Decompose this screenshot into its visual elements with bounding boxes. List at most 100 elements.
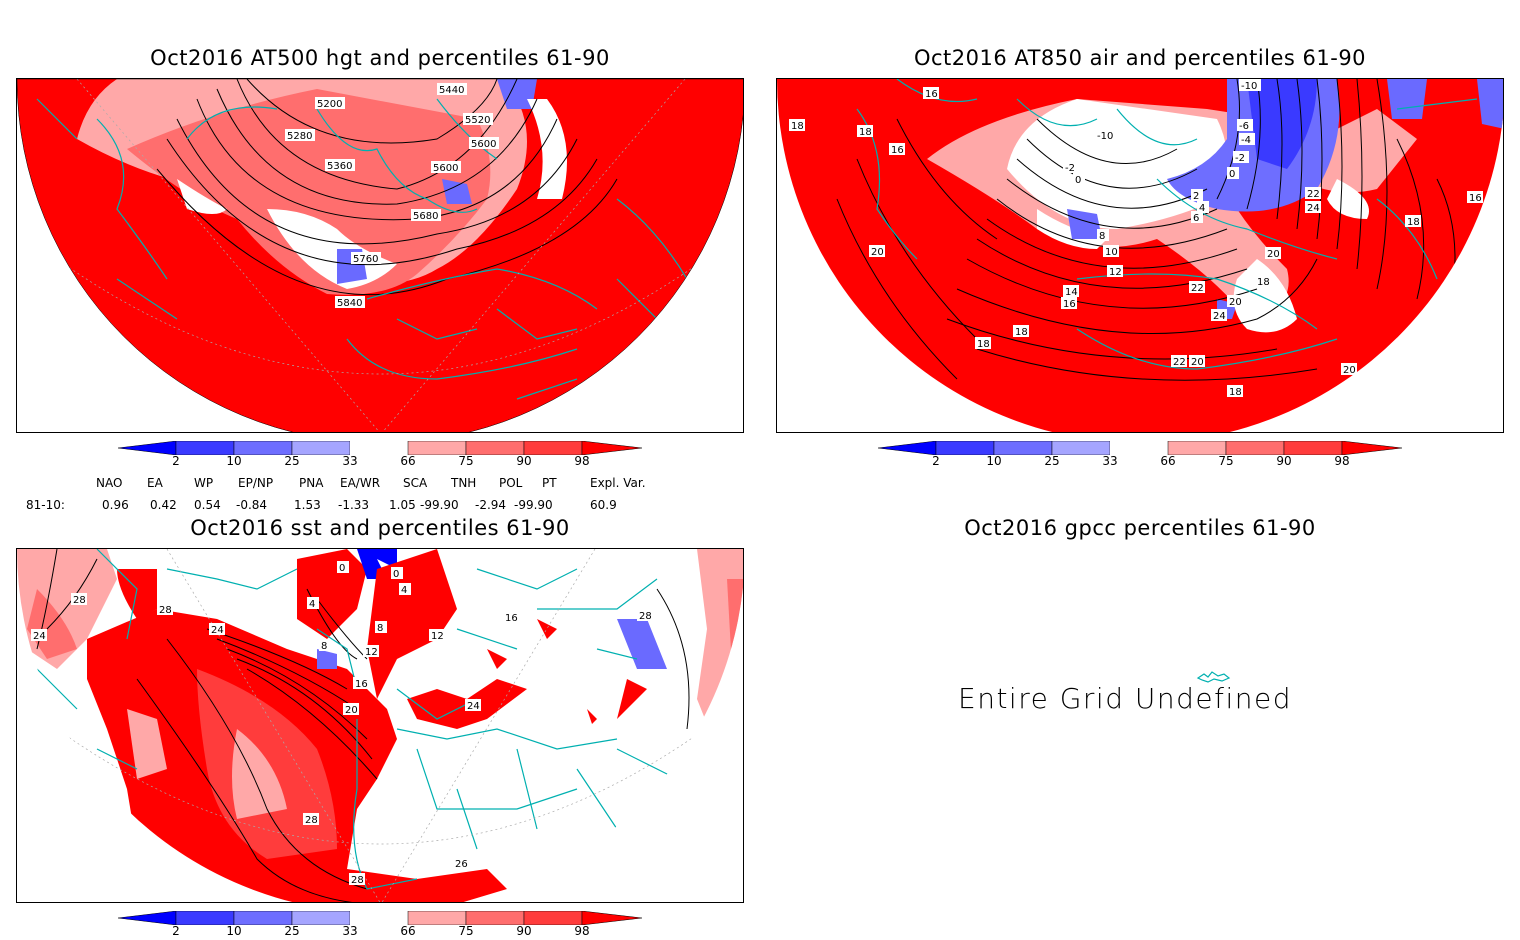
hgt-label-4: 5520: [465, 115, 490, 126]
index-header: SCA: [403, 476, 428, 490]
air-label-3: 16: [891, 145, 904, 156]
air-label-10: -4: [1241, 135, 1251, 146]
panel-gpcc-title: Oct2016 gpcc percentiles 61-90: [964, 516, 1316, 540]
sst-label-18: 26: [455, 859, 468, 870]
air-label-24: 20: [1229, 297, 1242, 308]
index-value: 1.53: [294, 498, 321, 512]
sst-label-4: 4: [309, 599, 315, 610]
panel-hgt-title: Oct2016 AT500 hgt and percentiles 61-90: [150, 46, 610, 70]
air-label-20: 12: [1109, 267, 1122, 278]
panel-air-title: Oct2016 AT850 air and percentiles 61-90: [913, 46, 1367, 70]
sst-label-9: 8: [377, 623, 383, 634]
sst-label-13: 12: [431, 631, 444, 642]
sst-label-14: 16: [505, 613, 518, 624]
index-value: -0.84: [236, 498, 268, 512]
colorbar-label: 98: [574, 454, 590, 468]
hgt-label-5: 5600: [471, 139, 496, 150]
air-label-23: 18: [1257, 277, 1270, 288]
air-label-27: 22: [1307, 189, 1320, 200]
index-value: 1.05: [389, 498, 416, 512]
air-label-9: -6: [1239, 121, 1249, 132]
colorbar-sst: 2 10 25 33 66 75 90 98: [117, 910, 643, 940]
air-label-7: -10: [1241, 81, 1257, 92]
colorbar-label: 33: [342, 924, 358, 938]
colorbar-label: 10: [226, 454, 242, 468]
colorbar-label: 33: [342, 454, 358, 468]
index-header: EA: [147, 476, 163, 490]
air-label-17: 6: [1193, 213, 1199, 224]
air-label-12: -2: [1235, 153, 1245, 164]
sst-label-7: 4: [401, 585, 407, 596]
hgt-label-3: 5440: [439, 85, 464, 96]
air-label-30: 22: [1173, 357, 1186, 368]
colorbar-label: 90: [1276, 454, 1292, 468]
index-value: -99.90: [420, 498, 459, 512]
index-header: POL: [499, 476, 523, 490]
air-label-5: 18: [1015, 327, 1028, 338]
air-label-16: 4: [1199, 203, 1205, 214]
colorbar-label: 90: [516, 454, 532, 468]
panel-hgt-map: 5200 5280 5360 5440 5520 5600 5600 5680 …: [16, 78, 744, 433]
air-label-32: 16: [1469, 193, 1482, 204]
sst-label-5: 0: [339, 563, 345, 574]
panel-air-map: 16 18 18 16 20 18 18 -10 -10 -6 -4 -2 -2…: [776, 78, 1504, 433]
sst-label-6: 0: [393, 569, 399, 580]
air-label-33: 20: [1267, 249, 1280, 260]
colorbar-label: 66: [400, 454, 416, 468]
air-label-11: -2: [1065, 163, 1075, 174]
index-value: 0.42: [150, 498, 177, 512]
gpcc-coast-fragment: [1196, 671, 1231, 683]
air-label-2: 18: [859, 127, 872, 138]
sst-label-12: 20: [345, 705, 358, 716]
index-value: 0.54: [194, 498, 221, 512]
colorbar-label: 98: [574, 924, 590, 938]
colorbar-label: 10: [226, 924, 242, 938]
colorbar-label: 66: [1160, 454, 1176, 468]
colorbar-label: 25: [284, 924, 300, 938]
panel-sst-title: Oct2016 sst and percentiles 61-90: [190, 516, 570, 540]
colorbar-label: 2: [932, 454, 940, 468]
air-label-4: 20: [871, 247, 884, 258]
air-label-21: 14: [1065, 287, 1078, 298]
index-value: 0.96: [102, 498, 129, 512]
colorbar-hgt: 2 10 25 33 66 75 90 98: [117, 440, 643, 470]
air-label-26: 22: [1191, 283, 1204, 294]
colorbar-label: 75: [458, 924, 474, 938]
air-label-14: 0: [1229, 169, 1235, 180]
index-header: EA/WR: [340, 476, 381, 490]
index-value: -1.33: [338, 498, 370, 512]
index-header: PNA: [299, 476, 324, 490]
index-header: NAO: [96, 476, 123, 490]
colorbar-label: 2: [172, 454, 180, 468]
sst-label-8: 8: [321, 641, 327, 652]
hgt-label-2: 5360: [327, 161, 352, 172]
colorbar-label: 98: [1334, 454, 1350, 468]
index-header: TNH: [451, 476, 477, 490]
colorbar-label: 75: [1218, 454, 1234, 468]
air-label-25: 20: [1191, 357, 1204, 368]
index-value: -99.90: [514, 498, 553, 512]
colorbar-label: 25: [284, 454, 300, 468]
gpcc-undefined-message: Entire Grid Undefined: [958, 682, 1293, 715]
air-label-6: 18: [977, 339, 990, 350]
air-label-22: 16: [1063, 299, 1076, 310]
air-label-29: 24: [1307, 203, 1320, 214]
colorbar-label: 33: [1102, 454, 1118, 468]
hgt-label-9: 5840: [337, 298, 362, 309]
sst-label-16: 28: [639, 611, 652, 622]
hgt-label-0: 5200: [317, 99, 342, 110]
hgt-label-1: 5280: [287, 131, 312, 142]
sst-label-15: 24: [467, 701, 480, 712]
index-row-label: 81-10:: [26, 498, 65, 512]
colorbar-label: 90: [516, 924, 532, 938]
colorbar-air: 2 10 25 33 66 75 90 98: [877, 440, 1403, 470]
air-label-18: 8: [1099, 231, 1105, 242]
hgt-label-7: 5680: [413, 211, 438, 222]
colorbar-label: 10: [986, 454, 1002, 468]
sst-label-19: 28: [351, 875, 364, 886]
air-label-28: 24: [1213, 311, 1226, 322]
colorbar-label: 2: [172, 924, 180, 938]
air-label-0: 16: [925, 89, 938, 100]
sst-label-1: 24: [33, 631, 46, 642]
air-label-15: 2: [1193, 191, 1199, 202]
